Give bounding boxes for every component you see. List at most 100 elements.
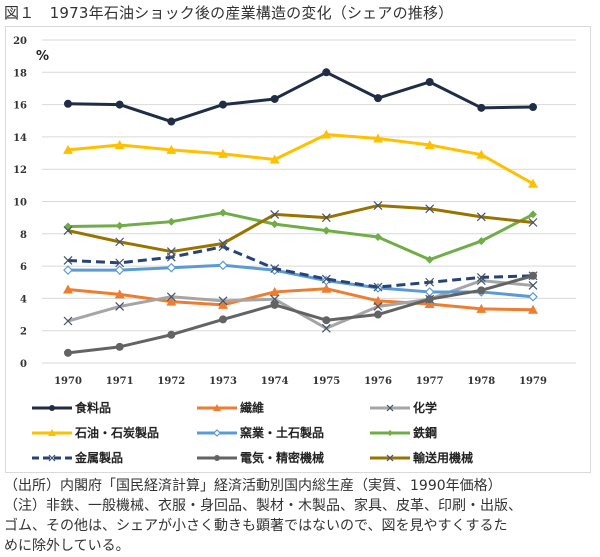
data-point [321, 129, 332, 139]
legend-label: 金属製品 [74, 450, 123, 465]
series-1 [63, 283, 538, 314]
data-point [213, 429, 221, 437]
legend-item: 窯業・土石製品 [197, 425, 324, 440]
series-line [67, 211, 534, 262]
data-point [218, 239, 228, 248]
data-point [166, 296, 177, 306]
y-tick-label: 8 [20, 230, 27, 241]
data-point [64, 222, 72, 231]
data-point [115, 302, 125, 311]
data-point [476, 149, 487, 159]
legend-item: 輸送用機械 [370, 450, 473, 465]
data-point [425, 255, 434, 264]
data-point [374, 94, 382, 103]
y-tick-label: 12 [13, 165, 27, 176]
series-line [67, 245, 534, 289]
data-point [167, 217, 176, 226]
data-point [63, 316, 73, 326]
data-point [476, 303, 487, 313]
y-axis-unit: % [36, 49, 49, 64]
legend-item: 食料品 [32, 400, 111, 415]
data-point [373, 201, 383, 210]
y-tick-label: 6 [20, 262, 27, 273]
notes-block: （出所）内閣府「国民経済計算」経済活動別国内総生産（実質、1990年価格） （注… [4, 476, 598, 556]
data-point [63, 226, 73, 235]
data-point [64, 348, 72, 357]
data-point [219, 208, 227, 217]
data-point [49, 405, 55, 411]
data-point [115, 221, 124, 230]
data-point [321, 283, 332, 293]
data-point [386, 454, 394, 462]
data-point [115, 342, 124, 351]
data-point [529, 271, 537, 280]
data-point [114, 265, 125, 275]
gridlines [42, 39, 576, 364]
data-point [322, 68, 331, 77]
legend-label: 繊維 [240, 400, 264, 415]
legend-label: 化学 [413, 400, 437, 415]
data-point [63, 265, 73, 275]
data-point [373, 282, 383, 292]
series-7 [64, 271, 537, 357]
series-4 [63, 260, 538, 302]
series-line [67, 70, 534, 124]
data-point [425, 204, 435, 214]
data-point [167, 117, 176, 126]
data-point [322, 226, 331, 235]
series-line [68, 263, 534, 299]
data-point [166, 144, 177, 154]
data-point [373, 295, 383, 305]
data-point [270, 209, 280, 219]
data-point [63, 256, 73, 265]
data-point [424, 299, 435, 309]
legend-label: 鉄鋼 [413, 425, 437, 440]
series-line [67, 287, 534, 312]
data-point [424, 139, 435, 149]
data-point [115, 237, 125, 247]
x-axis-ticks: 1970 1971 1972 1973 1974 1975 1976 1977 1978 1979 [54, 376, 547, 387]
data-point [321, 213, 331, 223]
data-point [528, 291, 538, 302]
data-point [321, 323, 331, 333]
data-point [425, 77, 434, 86]
data-point [424, 287, 435, 297]
data-point [166, 247, 176, 256]
data-point [64, 99, 72, 108]
series-6 [63, 242, 538, 292]
series-5 [64, 208, 537, 264]
series-group [63, 68, 538, 357]
data-point [374, 310, 382, 319]
y-tick-label: 16 [13, 101, 27, 112]
data-point [477, 237, 486, 246]
data-point [114, 289, 125, 299]
y-tick-label: 2 [20, 327, 27, 338]
data-point [115, 100, 124, 109]
exclusion-note-line-1: （注）非鉄、一般機械、衣服・身回品、製材・木製品、家具、皮革、印刷・出版、 [4, 498, 522, 514]
legend-item: 繊維 [197, 400, 264, 415]
data-point [166, 292, 176, 302]
data-point [63, 284, 73, 294]
data-point [270, 294, 280, 304]
data-point [63, 144, 73, 154]
data-point [528, 304, 538, 314]
data-point [321, 274, 331, 284]
data-point [476, 272, 486, 282]
y-tick-label: 14 [13, 133, 27, 144]
data-point [218, 296, 228, 306]
data-point [373, 302, 383, 311]
data-point [386, 404, 394, 412]
legend-label: 石油・石炭製品 [74, 425, 159, 440]
x-tick-label: 1974 [261, 376, 289, 387]
exclusion-note-line-2: ゴム、その他は、シェアが小さく動きも顕著ではないので、図を見やすくするた [4, 518, 508, 534]
x-tick-label: 1975 [312, 376, 340, 387]
data-point [477, 103, 486, 112]
series-line [67, 274, 534, 355]
legend-label: 窯業・土石製品 [240, 425, 324, 440]
y-tick-label: 10 [13, 198, 27, 209]
data-point [213, 404, 221, 411]
data-point [528, 178, 538, 188]
data-point [270, 264, 280, 273]
y-tick-label: 20 [13, 36, 27, 47]
